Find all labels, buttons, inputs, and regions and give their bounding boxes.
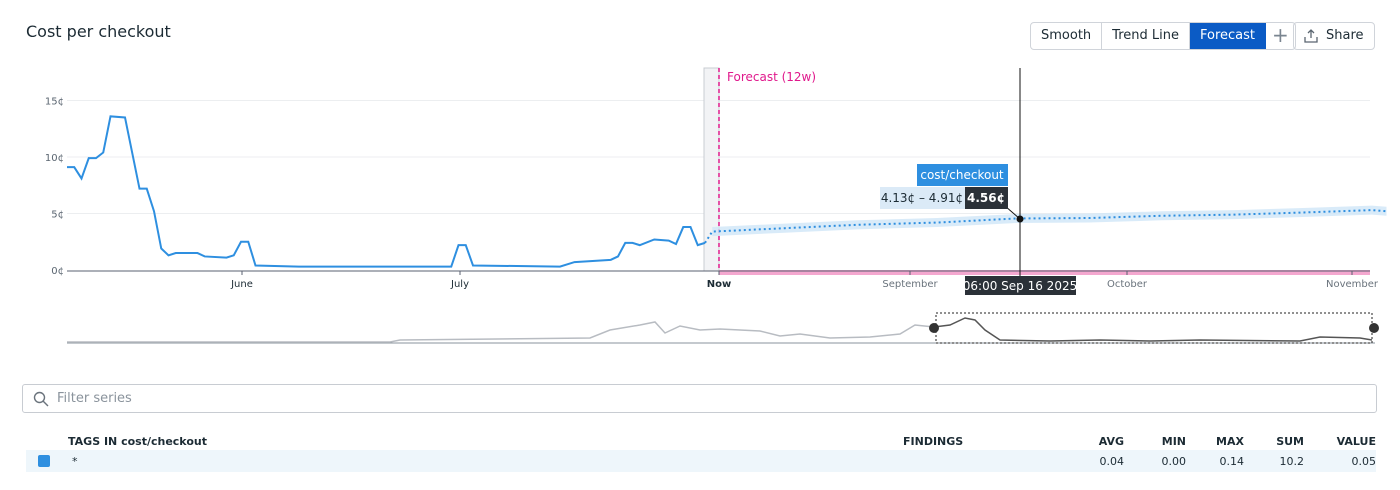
y-tick-label: 15¢ [45, 97, 64, 108]
forecast-range-bar [719, 270, 1370, 275]
navigator-selected-line [933, 317, 1373, 342]
tooltip-range: 4.13¢ – 4.91¢ [881, 191, 963, 205]
col-max[interactable]: MAX [1216, 434, 1244, 448]
row-sum: 10.2 [1279, 454, 1305, 468]
x-tick-label: Now [707, 279, 731, 290]
x-tick-label: September [882, 279, 938, 290]
forecast-button[interactable]: Forecast [1189, 23, 1266, 49]
tooltip-series-box [917, 164, 1008, 186]
range-navigator[interactable] [67, 312, 1379, 344]
historic-series-line [67, 115, 706, 268]
add-button[interactable]: + [1272, 23, 1289, 47]
row-avg: 0.04 [1099, 454, 1125, 468]
tooltip-value: 4.56¢ [967, 191, 1005, 205]
tooltip-range-box [880, 187, 965, 209]
y-tick-label: 5¢ [51, 210, 64, 221]
page-title: Cost per checkout [26, 22, 171, 41]
navigator-selection[interactable] [935, 312, 1373, 344]
tooltip-time: 06:00 Sep 16 2025 [963, 279, 1077, 293]
chart[interactable]: Forecast (12w) 0¢ 5¢ 10¢ 15¢ June July Now Sept… [0, 0, 1400, 360]
smooth-button[interactable]: Smooth [1031, 23, 1103, 49]
forecast-label: Forecast (12w) [727, 70, 816, 84]
row-min: 0.00 [1161, 454, 1187, 468]
navigator-left-handle[interactable] [929, 323, 939, 333]
filter-series-input[interactable]: Filter series [22, 384, 1377, 413]
table-header: TAGS IN cost/checkout FINDINGS AVG MIN M… [26, 432, 1376, 450]
navigator-right-handle[interactable] [1369, 323, 1379, 333]
forecast-confidence-band [712, 205, 1387, 237]
col-findings[interactable]: FINDINGS [903, 434, 964, 448]
col-value[interactable]: VALUE [1336, 434, 1376, 448]
col-sum[interactable]: SUM [1276, 434, 1304, 448]
table-row[interactable]: * 0.04 0.00 0.14 10.2 0.05 [26, 450, 1376, 472]
row-tag: * [72, 454, 78, 468]
row-max: 0.14 [1219, 454, 1245, 468]
tooltip-value-box [965, 187, 1008, 209]
now-marker-box [703, 67, 720, 272]
y-tick-label: 10¢ [45, 153, 64, 164]
display-mode-toggle: Smooth Trend Line Forecast + [1030, 22, 1296, 50]
col-tags[interactable]: TAGS IN cost/checkout [68, 434, 207, 448]
x-tick-label: July [450, 279, 469, 290]
y-tick-label: 0¢ [51, 266, 64, 277]
tooltip-series: cost/checkout [920, 168, 1004, 182]
x-tick-label: November [1326, 279, 1379, 290]
share-button[interactable]: Share [1293, 22, 1375, 50]
series-color-swatch[interactable] [38, 455, 50, 467]
filter-placeholder: Filter series [57, 391, 132, 406]
share-icon [1304, 29, 1318, 43]
row-value: 0.05 [1351, 454, 1377, 468]
x-tick-label: June [230, 279, 253, 290]
trend-line-button[interactable]: Trend Line [1102, 23, 1190, 49]
hover-point [1016, 215, 1024, 223]
search-icon [33, 391, 49, 406]
col-avg[interactable]: AVG [1098, 434, 1124, 448]
x-tick-label: October [1107, 279, 1148, 290]
col-min[interactable]: MIN [1161, 434, 1186, 448]
share-label: Share [1326, 28, 1364, 43]
navigator-line [67, 321, 935, 343]
tooltip-time-box [965, 276, 1076, 295]
